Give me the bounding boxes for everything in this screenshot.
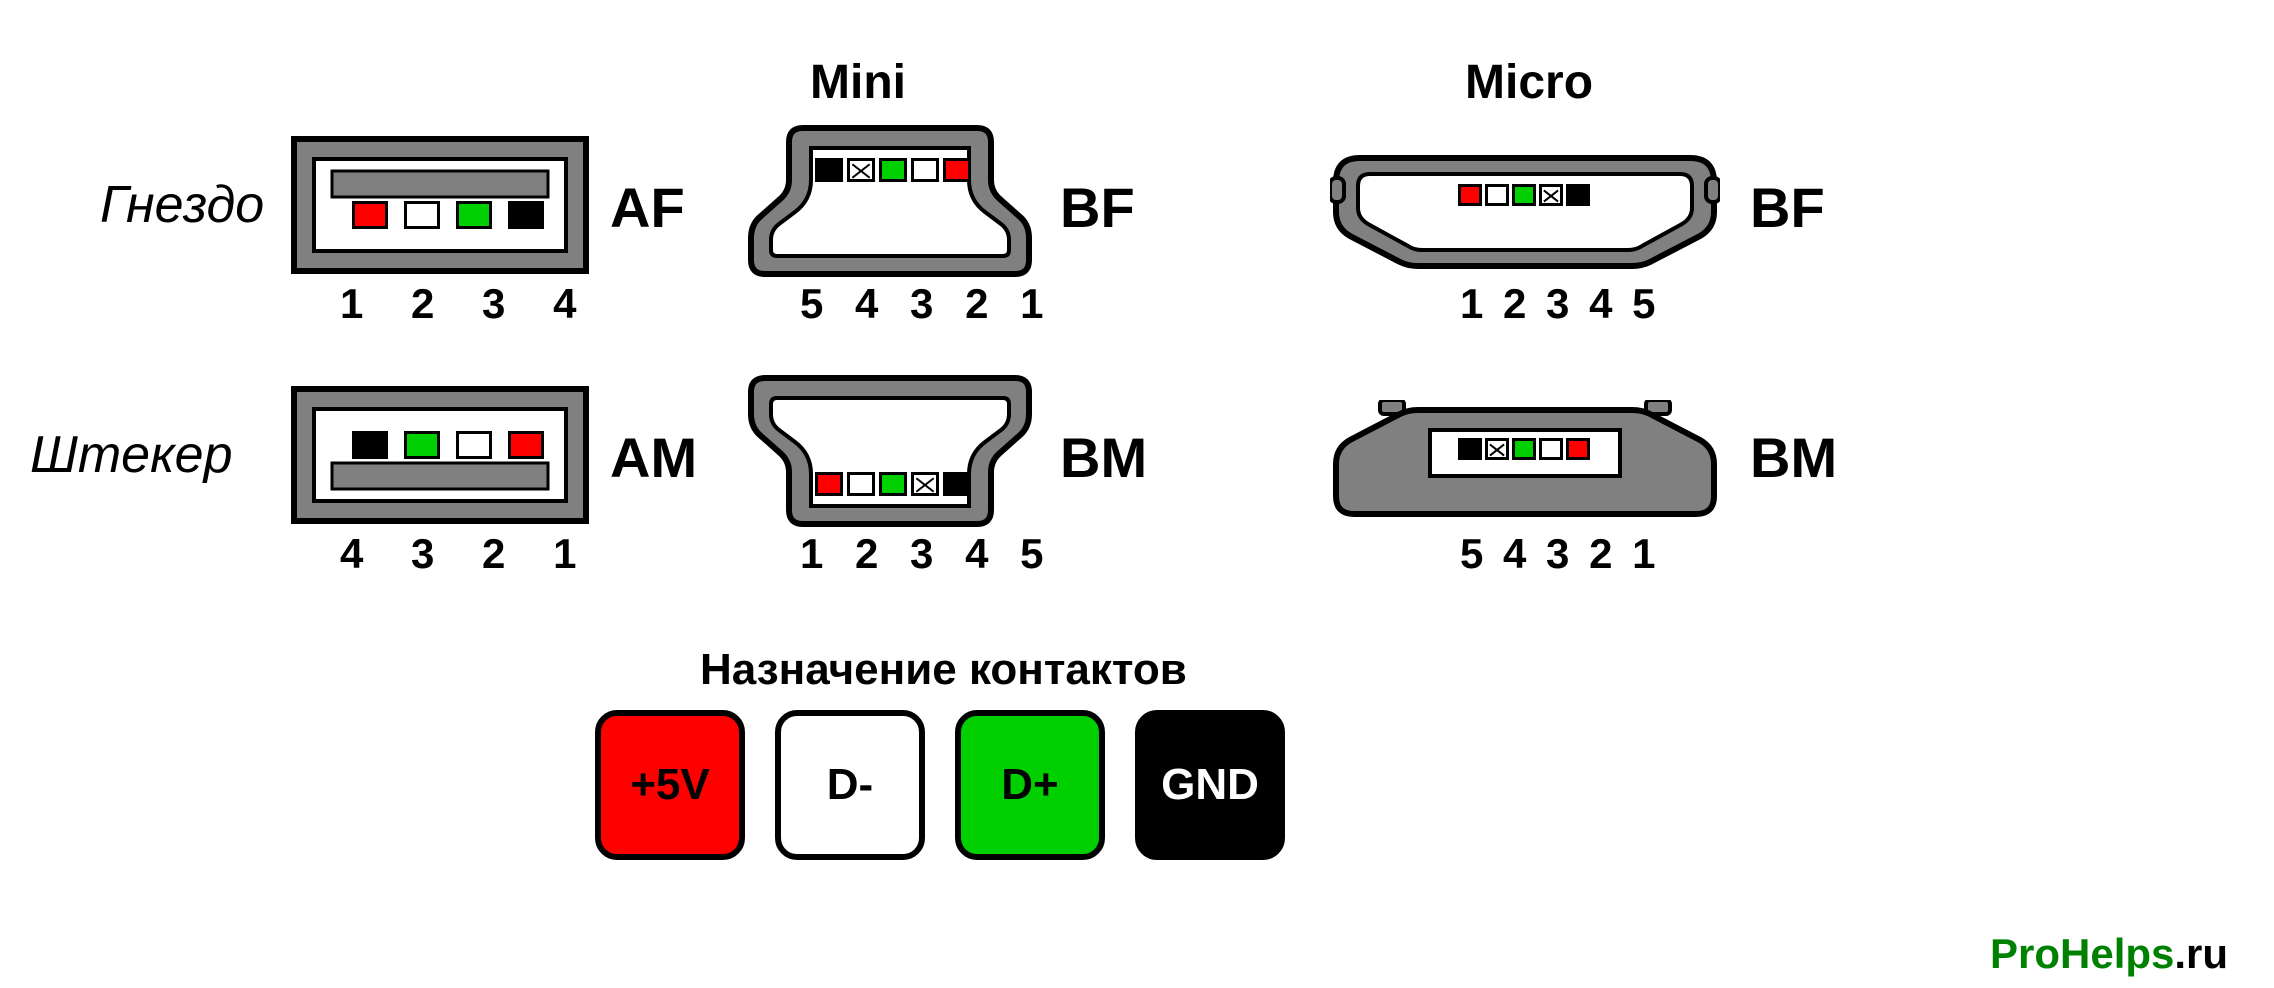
pin-bm-mini-4 [911, 472, 939, 496]
type-label-bm-micro: BM [1750, 425, 1837, 490]
pin-bm-mini-3 [879, 472, 907, 496]
pin-bf-mini-4 [847, 158, 875, 182]
pin-bm-mini-1 [815, 472, 843, 496]
pin-bf-micro-4 [1539, 184, 1563, 206]
row-label-plug: Штекер [30, 425, 233, 485]
type-label-bm-mini: BM [1060, 425, 1147, 490]
pin-af-2 [404, 201, 440, 229]
watermark-black: .ru [2174, 930, 2228, 977]
watermark: ProHelps.ru [1990, 930, 2228, 978]
type-label-af: AF [610, 175, 685, 240]
pin-bf-micro-3 [1512, 184, 1536, 206]
connector-am [290, 385, 590, 525]
row-label-socket: Гнездо [100, 175, 264, 235]
pin-am-1 [508, 431, 544, 459]
pin-af-1 [352, 201, 388, 229]
connector-af [290, 135, 590, 275]
pin-bm-micro-4 [1485, 438, 1509, 460]
legend-item-dplus: D+ [955, 710, 1105, 860]
pin-am-4 [352, 431, 388, 459]
type-label-bf-micro: BF [1750, 175, 1825, 240]
connector-bm-mini [745, 370, 1035, 530]
pin-bf-micro-5 [1566, 184, 1590, 206]
connector-bf-mini [745, 120, 1035, 280]
column-header-micro: Micro [1465, 55, 1593, 110]
type-label-bf-mini: BF [1060, 175, 1135, 240]
type-label-am: AM [610, 425, 697, 490]
pin-bm-micro-1 [1566, 438, 1590, 460]
pins-label-bm-mini: 1 2 3 4 5 [800, 530, 1053, 578]
legend-label-dminus: D- [827, 760, 873, 810]
pin-am-3 [404, 431, 440, 459]
pin-bm-micro-2 [1539, 438, 1563, 460]
legend-item-5v: +5V [595, 710, 745, 860]
legend-label-5v: +5V [630, 760, 710, 810]
pins-label-af: 1 2 3 4 [340, 280, 594, 328]
legend-label-dplus: D+ [1001, 760, 1058, 810]
pin-bm-micro-5 [1458, 438, 1482, 460]
pin-af-4 [508, 201, 544, 229]
column-header-mini: Mini [810, 55, 906, 110]
pin-af-3 [456, 201, 492, 229]
pin-bf-micro-1 [1458, 184, 1482, 206]
pin-bf-mini-1 [943, 158, 971, 182]
pin-bm-mini-5 [943, 472, 971, 496]
pin-bf-micro-2 [1485, 184, 1509, 206]
pin-bf-mini-3 [879, 158, 907, 182]
pins-label-bf-micro: 1 2 3 4 5 [1460, 280, 1659, 328]
legend-item-dminus: D- [775, 710, 925, 860]
pin-am-2 [456, 431, 492, 459]
watermark-green: ProHelps [1990, 930, 2174, 977]
legend-title: Назначение контактов [700, 645, 1187, 695]
pin-bf-mini-2 [911, 158, 939, 182]
connector-bf-micro [1330, 140, 1720, 270]
legend-label-gnd: GND [1161, 760, 1259, 810]
pin-bm-mini-2 [847, 472, 875, 496]
pins-label-bm-micro: 5 4 3 2 1 [1460, 530, 1659, 578]
legend-item-gnd: GND [1135, 710, 1285, 860]
legend-row: +5V D- D+ GND [595, 710, 1285, 860]
pin-bf-mini-5 [815, 158, 843, 182]
pins-label-bf-mini: 5 4 3 2 1 [800, 280, 1053, 328]
pin-bm-micro-3 [1512, 438, 1536, 460]
connector-bm-micro [1330, 400, 1720, 520]
pins-label-am: 4 3 2 1 [340, 530, 594, 578]
